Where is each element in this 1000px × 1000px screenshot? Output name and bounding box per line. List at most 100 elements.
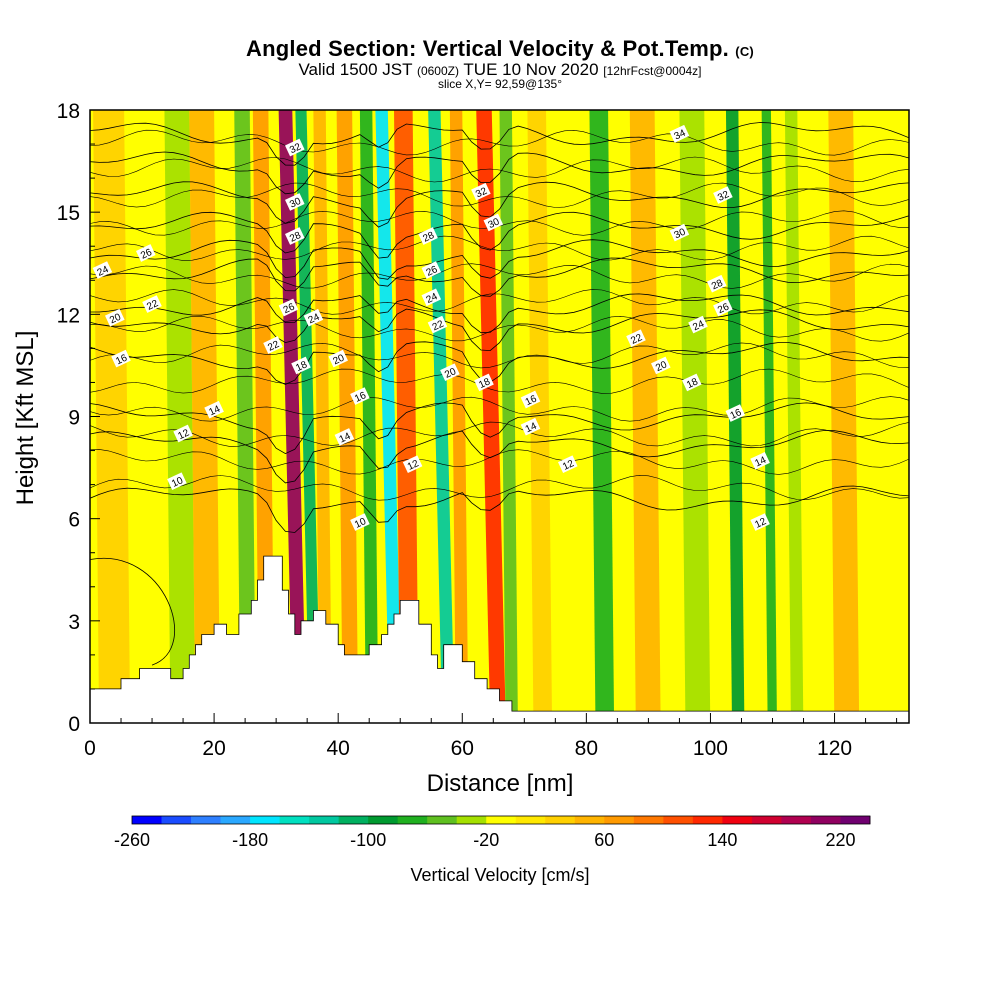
contour-label-bg — [418, 227, 438, 245]
contour-label-19: 18 — [474, 373, 494, 392]
colorbar-tick--20: -20 — [473, 830, 499, 850]
theta-contour-34 — [90, 122, 909, 166]
contour-label-bg — [750, 451, 770, 470]
contour-label-bg — [440, 363, 460, 382]
contour-label-text: 16 — [524, 393, 539, 408]
contour-label-text: 14 — [753, 455, 768, 470]
y-tick-label-0: 0 — [68, 713, 80, 736]
colorbar-swatch-1 — [161, 816, 192, 824]
velocity-band-0 — [93, 110, 131, 723]
y-tick-label-9: 9 — [68, 407, 80, 430]
contour-label-10: 10 — [350, 513, 370, 531]
contour-label-27: 26 — [713, 298, 733, 317]
theta-contour-minor-0 — [90, 474, 909, 501]
theta-contour-minor-12 — [90, 156, 909, 183]
contour-label-32: 16 — [725, 404, 746, 422]
colorbar-tick--100: -100 — [350, 830, 386, 850]
theta-contour-minor-1 — [90, 449, 909, 475]
colorbar-swatch-5 — [279, 816, 310, 824]
contour-label-3: 26 — [278, 298, 299, 317]
contour-label-18: 30 — [483, 213, 504, 232]
contour-label-bg — [669, 124, 690, 143]
contour-label-2: 28 — [285, 227, 305, 245]
theta-contour-minor-13 — [90, 129, 909, 156]
contour-label-text: 18 — [294, 359, 309, 374]
theta-contour-low — [90, 557, 176, 666]
contour-label-text: 32 — [288, 141, 303, 156]
velocity-band-22 — [784, 110, 804, 723]
colorbar-swatch-9 — [397, 816, 428, 824]
contour-label-text: 10 — [170, 475, 185, 490]
contour-labels: 32 30 28 26 22 24 18 20 16 14 10 12 28 26 24 22 20 32 30 18… — [92, 124, 770, 531]
contour-label-bg — [682, 373, 702, 392]
contour-label-1: 30 — [285, 193, 305, 211]
colorbar-label: Vertical Velocity [cm/s] — [410, 865, 589, 885]
contour-label-35: 10 — [167, 472, 187, 491]
title-main: Angled Section: Vertical Velocity & Pot.… — [246, 36, 729, 61]
contour-label-31: 18 — [682, 373, 702, 392]
theta-contour-minor-5 — [90, 342, 909, 369]
colorbar-swatch-17 — [633, 816, 664, 824]
terrain — [90, 555, 909, 723]
contour-label-text: 22 — [629, 332, 644, 347]
contour-label-text: 34 — [673, 128, 688, 143]
contour-label-20: 16 — [520, 390, 541, 409]
contour-label-bg — [750, 513, 770, 531]
contour-label-text: 26 — [139, 247, 154, 262]
x-tick-label-60: 60 — [451, 737, 474, 760]
contour-label-22: 12 — [558, 455, 578, 474]
y-axis: 0 3 6 9 12 15 18 — [57, 100, 100, 736]
contour-label-bg — [136, 244, 156, 262]
velocity-band-17 — [589, 110, 615, 723]
contour-label-37: 14 — [204, 400, 224, 419]
contour-label-42: 26 — [136, 244, 156, 262]
contour-label-39: 20 — [105, 308, 125, 327]
contour-label-bg — [626, 329, 646, 348]
valid-prefix: Valid 1500 JST — [298, 60, 413, 79]
contour-label-text: 16 — [353, 390, 368, 405]
chart-title: Angled Section: Vertical Velocity & Pot.… — [0, 36, 1000, 62]
contour-label-text: 20 — [108, 312, 123, 327]
contour-label-7: 20 — [328, 349, 348, 368]
contour-label-text: 12 — [753, 516, 768, 531]
contour-label-text: 18 — [477, 376, 492, 391]
contour-label-41: 24 — [92, 261, 113, 279]
colorbar-swatch-10 — [427, 816, 458, 824]
forecast-info: [12hrFcst@0004z] — [603, 64, 702, 78]
colorbar-swatch-0 — [132, 816, 162, 824]
contour-label-text: 28 — [421, 230, 436, 245]
theta-contour-24 — [90, 257, 909, 297]
colorbar-swatch-4 — [250, 816, 280, 824]
contour-label-text: 26 — [716, 301, 731, 316]
contour-label-text: 28 — [288, 230, 303, 245]
contour-label-text: 10 — [353, 516, 368, 531]
x-tick-label-120: 120 — [817, 737, 852, 760]
theta-contour-minor-11 — [90, 182, 909, 208]
contour-label-4: 22 — [263, 336, 283, 354]
theta-contour-32 — [90, 151, 909, 195]
theta-contour-minor-2 — [90, 421, 909, 447]
contour-label-bg — [285, 138, 305, 157]
contour-label-text: 22 — [145, 298, 160, 313]
y-tick-label-3: 3 — [68, 611, 80, 634]
contour-label-bg — [204, 400, 224, 419]
contour-label-11: 12 — [402, 455, 423, 474]
contour-label-bg — [520, 390, 541, 409]
velocity-band-11 — [394, 110, 419, 723]
colorbar-swatch-3 — [220, 816, 251, 824]
colorbar-swatch-13 — [515, 816, 546, 824]
contour-label-bg — [92, 261, 113, 279]
contour-label-28: 24 — [688, 315, 708, 334]
colorbar-swatch-14 — [545, 816, 576, 824]
contour-label-25: 30 — [669, 223, 690, 242]
x-tick-label-40: 40 — [327, 737, 350, 760]
contour-label-bg — [263, 336, 283, 354]
theta-contour-26 — [90, 239, 909, 280]
colorbar-swatch-24 — [840, 816, 871, 824]
theta-contour-14 — [90, 402, 909, 455]
contour-label-bg — [483, 213, 504, 232]
theta-contour-minor-9 — [90, 235, 909, 261]
contour-label-30: 20 — [651, 356, 671, 375]
contour-label-bg — [402, 455, 423, 474]
